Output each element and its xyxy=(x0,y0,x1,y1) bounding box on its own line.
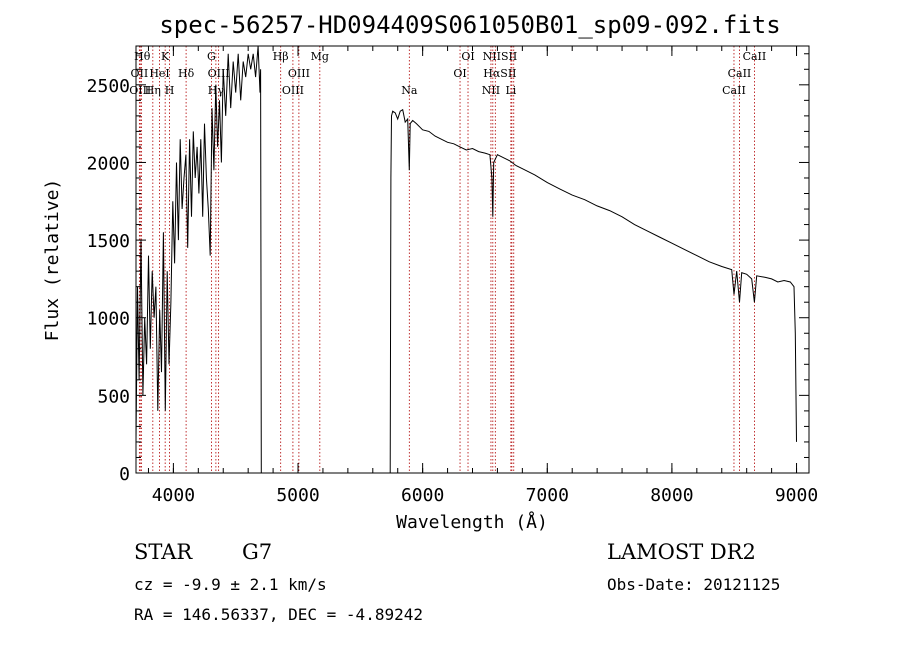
line-label: CaII xyxy=(722,84,746,97)
line-label: Hβ xyxy=(273,50,289,63)
x-axis-label: Wavelength (Å) xyxy=(396,511,548,533)
line-label: OIII xyxy=(208,67,230,80)
survey-name: LAMOST DR2 xyxy=(607,540,756,564)
line-label: Na xyxy=(401,84,418,97)
spectrum-line xyxy=(135,45,797,474)
x-axis: 4000 5000 6000 7000 8000 9000 xyxy=(147,46,818,506)
x-tick-label: 9000 xyxy=(775,485,818,506)
line-label: Hδ xyxy=(178,67,195,80)
line-label: Hθ xyxy=(134,50,151,63)
x-tick-label: 8000 xyxy=(650,485,693,506)
line-label: NIISII xyxy=(483,50,518,63)
observation-date: Obs-Date: 20121125 xyxy=(607,575,780,594)
line-label: OIII xyxy=(288,67,310,80)
y-tick-label: 2500 xyxy=(87,76,130,97)
line-label: NII xyxy=(482,84,500,97)
x-tick-label: 7000 xyxy=(526,485,569,506)
y-tick-label: 0 xyxy=(119,464,130,485)
line-label: OIII xyxy=(129,84,151,97)
line-label: HeI xyxy=(149,67,169,80)
y-tick-label: 1500 xyxy=(87,231,130,252)
x-tick-label: 5000 xyxy=(276,485,319,506)
plot-frame xyxy=(135,45,810,474)
line-label: OII xyxy=(131,67,149,80)
line-label: OIII xyxy=(282,84,304,97)
line-label: OI xyxy=(461,50,474,63)
y-tick-label: 1000 xyxy=(87,309,130,330)
x-tick-label: 6000 xyxy=(401,485,444,506)
x-tick-label: 4000 xyxy=(152,485,195,506)
object-subclass: G7 xyxy=(242,540,272,564)
coordinates: RA = 146.56337, DEC = -4.89242 xyxy=(134,605,423,624)
line-label: Li xyxy=(505,84,516,97)
line-label: Mg xyxy=(311,50,329,63)
line-label: CaII xyxy=(743,50,767,63)
line-label: H xyxy=(165,84,175,97)
line-label: K xyxy=(161,50,170,63)
object-class: STAR xyxy=(134,540,193,564)
line-label: HαSII xyxy=(483,67,516,80)
line-label: Hη xyxy=(145,84,161,97)
y-tick-label: 2000 xyxy=(87,153,130,174)
line-label: CaII xyxy=(728,67,752,80)
redshift-cz: cz = -9.9 ± 2.1 km/s xyxy=(134,575,327,594)
y-axis-label: Flux (relative) xyxy=(42,179,63,342)
line-label: OI xyxy=(453,67,466,80)
line-labels: Hθ K G Hβ Mg OI NIISII CaII OII HeI Hδ OIII OIII OI Hα… xyxy=(129,50,766,97)
y-tick-label: 500 xyxy=(97,386,130,407)
y-axis: 0 500 1000 1500 2000 2500 xyxy=(87,53,809,485)
line-markers xyxy=(138,46,755,473)
line-label: G xyxy=(207,50,216,63)
chart-title: spec-56257-HD094409S061050B01_sp09-092.f… xyxy=(159,11,780,39)
